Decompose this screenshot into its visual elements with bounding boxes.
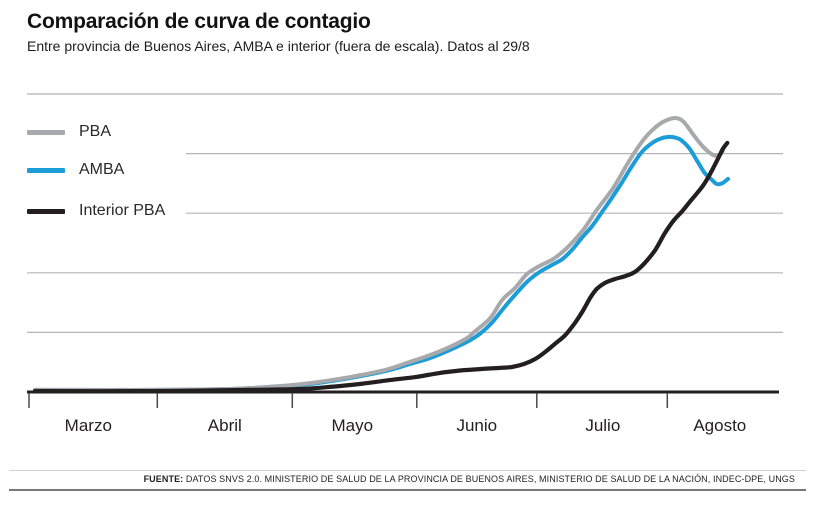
x-axis-label-agosto: Agosto [693, 416, 746, 435]
legend-item-amba: AMBA [27, 161, 124, 179]
legend-label-pba: PBA [79, 123, 112, 140]
legend-label-amba: AMBA [79, 161, 125, 178]
source-label: FUENTE: [143, 474, 184, 484]
series-path-pba [33, 116, 725, 392]
amba-line-swatch [27, 167, 65, 173]
page-subtitle: Entre provincia de Buenos Aires, AMBA e … [27, 38, 530, 54]
page-title: Comparación de curva de contagio [27, 10, 371, 33]
x-axis-label-abril: Abril [208, 416, 242, 435]
interior-pba-line-swatch [27, 208, 65, 214]
x-axis-label-mayo: Mayo [332, 416, 374, 435]
source-text: DATOS SNVS 2.0. MINISTERIO DE SALUD DE L… [185, 474, 795, 484]
chart-header: Comparación de curva de contagio Entre p… [27, 10, 787, 55]
pba-line-swatch [27, 129, 65, 135]
legend-item-interior-pba: Interior PBA [27, 202, 165, 220]
legend-item-pba: PBA [27, 123, 111, 141]
footer-divider-top [9, 470, 806, 471]
legend-label-interior-pba: Interior PBA [79, 202, 166, 219]
x-axis-label-junio: Junio [456, 416, 497, 435]
source-line: FUENTE: DATOS SNVS 2.0. MINISTERIO DE SA… [10, 474, 795, 485]
series-path-interior-pba [32, 140, 730, 394]
series-path-amba [33, 134, 730, 392]
x-axis-label-julio: Julio [585, 416, 620, 435]
x-axis-label-marzo: Marzo [65, 416, 112, 435]
footer-divider-bottom [9, 489, 806, 491]
